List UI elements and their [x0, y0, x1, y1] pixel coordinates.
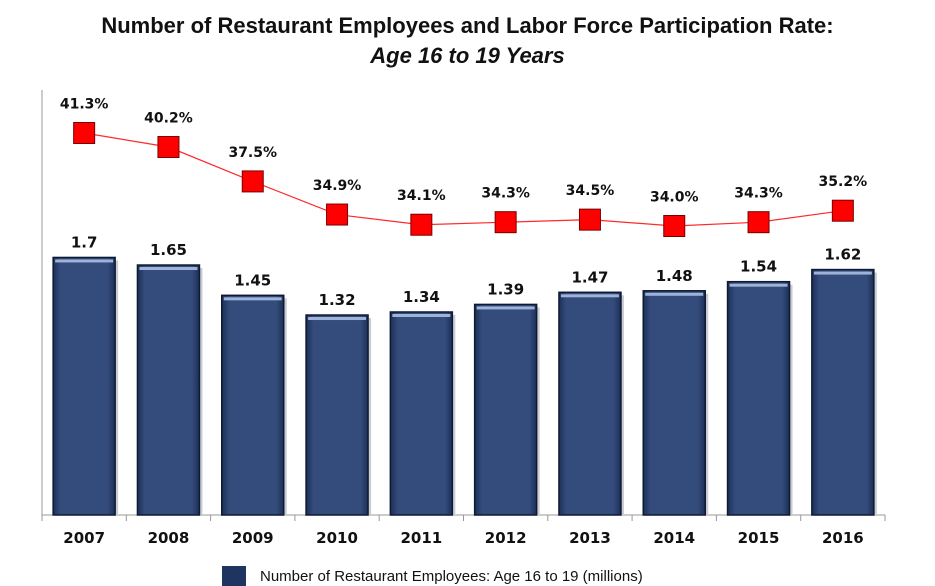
bar-value-label: 1.48	[656, 267, 693, 285]
chart-subtitle: Age 16 to 19 Years	[370, 43, 565, 68]
line-value-label: 34.9%	[313, 178, 362, 194]
bar-value-label: 1.32	[319, 291, 356, 309]
line-value-label: 34.1%	[397, 188, 446, 204]
line-marker	[241, 170, 264, 193]
x-tick-label: 2014	[653, 529, 695, 547]
bar	[221, 294, 285, 516]
legend-swatch-bar	[222, 566, 246, 586]
x-tick-label: 2011	[400, 529, 442, 547]
line-marker	[410, 213, 433, 236]
x-tick-label: 2016	[822, 529, 864, 547]
line-marker	[326, 203, 349, 226]
line-marker	[73, 122, 96, 144]
bar-highlight	[729, 283, 788, 287]
line-marker	[747, 211, 770, 234]
line-value-label: 41.3%	[60, 97, 109, 113]
line-marker	[831, 199, 854, 222]
bar	[726, 280, 791, 516]
line-value-label: 37.5%	[228, 145, 277, 161]
bar-value-label: 1.45	[234, 271, 271, 289]
bar	[558, 291, 622, 516]
line-value-label: 35.2%	[819, 174, 868, 190]
line-marker	[494, 211, 517, 234]
bar-value-label: 1.39	[487, 280, 524, 298]
bar-value-label: 1.65	[150, 241, 187, 259]
bar-highlight	[645, 292, 704, 296]
bar	[305, 314, 369, 516]
line-marker	[663, 215, 686, 237]
legend-label-bar: Number of Restaurant Employees: Age 16 t…	[260, 567, 643, 585]
bar-value-label: 1.34	[403, 288, 440, 306]
x-tick-label: 2008	[148, 529, 190, 547]
line-marker	[578, 208, 601, 231]
x-tick-label: 2010	[316, 529, 358, 547]
bar	[136, 264, 201, 516]
bar-highlight	[392, 313, 451, 317]
bar-value-label: 1.7	[71, 233, 98, 251]
bar	[52, 256, 116, 516]
bar-value-label: 1.62	[824, 246, 861, 264]
line-value-label: 34.3%	[734, 186, 783, 202]
bar	[811, 268, 875, 516]
bar	[473, 303, 538, 516]
line-value-label: 34.0%	[650, 190, 699, 206]
bar	[389, 311, 454, 516]
chart-title: Number of Restaurant Employees and Labor…	[101, 13, 834, 38]
x-tick-label: 2015	[738, 529, 780, 547]
participation-rate-line	[84, 132, 843, 227]
bar-value-label: 1.54	[740, 258, 777, 276]
line-value-label: 34.3%	[481, 186, 530, 202]
bar-highlight	[476, 306, 535, 310]
bar-highlight	[223, 297, 282, 301]
bar-highlight	[560, 294, 619, 298]
bar-value-label: 1.47	[571, 268, 608, 286]
line-value-label: 40.2%	[144, 111, 193, 127]
x-tick-label: 2013	[569, 529, 611, 547]
bar-highlight	[55, 259, 114, 263]
legend: Number of Restaurant Employees: Age 16 t…	[222, 566, 643, 586]
line-value-label: 34.5%	[566, 183, 615, 199]
x-tick-label: 2012	[485, 529, 527, 547]
bar-highlight	[813, 271, 872, 275]
line-marker	[157, 136, 180, 159]
bar	[642, 290, 706, 516]
x-tick-label: 2007	[63, 529, 105, 547]
x-tick-label: 2009	[232, 529, 274, 547]
bar-highlight	[139, 267, 198, 271]
bar-highlight	[308, 317, 367, 321]
